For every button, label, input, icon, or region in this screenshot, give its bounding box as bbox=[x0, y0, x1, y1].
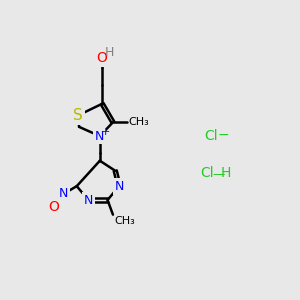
Text: N: N bbox=[59, 187, 68, 200]
Text: −: − bbox=[218, 128, 229, 142]
Text: H: H bbox=[221, 166, 231, 180]
Text: H: H bbox=[104, 46, 114, 59]
Text: CH₃: CH₃ bbox=[128, 117, 149, 127]
Text: +: + bbox=[100, 127, 110, 137]
Text: CH₃: CH₃ bbox=[115, 216, 135, 226]
Text: O: O bbox=[97, 51, 108, 64]
Text: Cl: Cl bbox=[204, 129, 218, 143]
Text: N: N bbox=[95, 130, 104, 142]
Text: N: N bbox=[114, 180, 124, 193]
Text: S: S bbox=[74, 108, 83, 123]
Text: Cl: Cl bbox=[200, 166, 214, 180]
Text: O: O bbox=[48, 200, 59, 214]
Text: —: — bbox=[212, 168, 225, 181]
Text: N: N bbox=[84, 194, 93, 206]
